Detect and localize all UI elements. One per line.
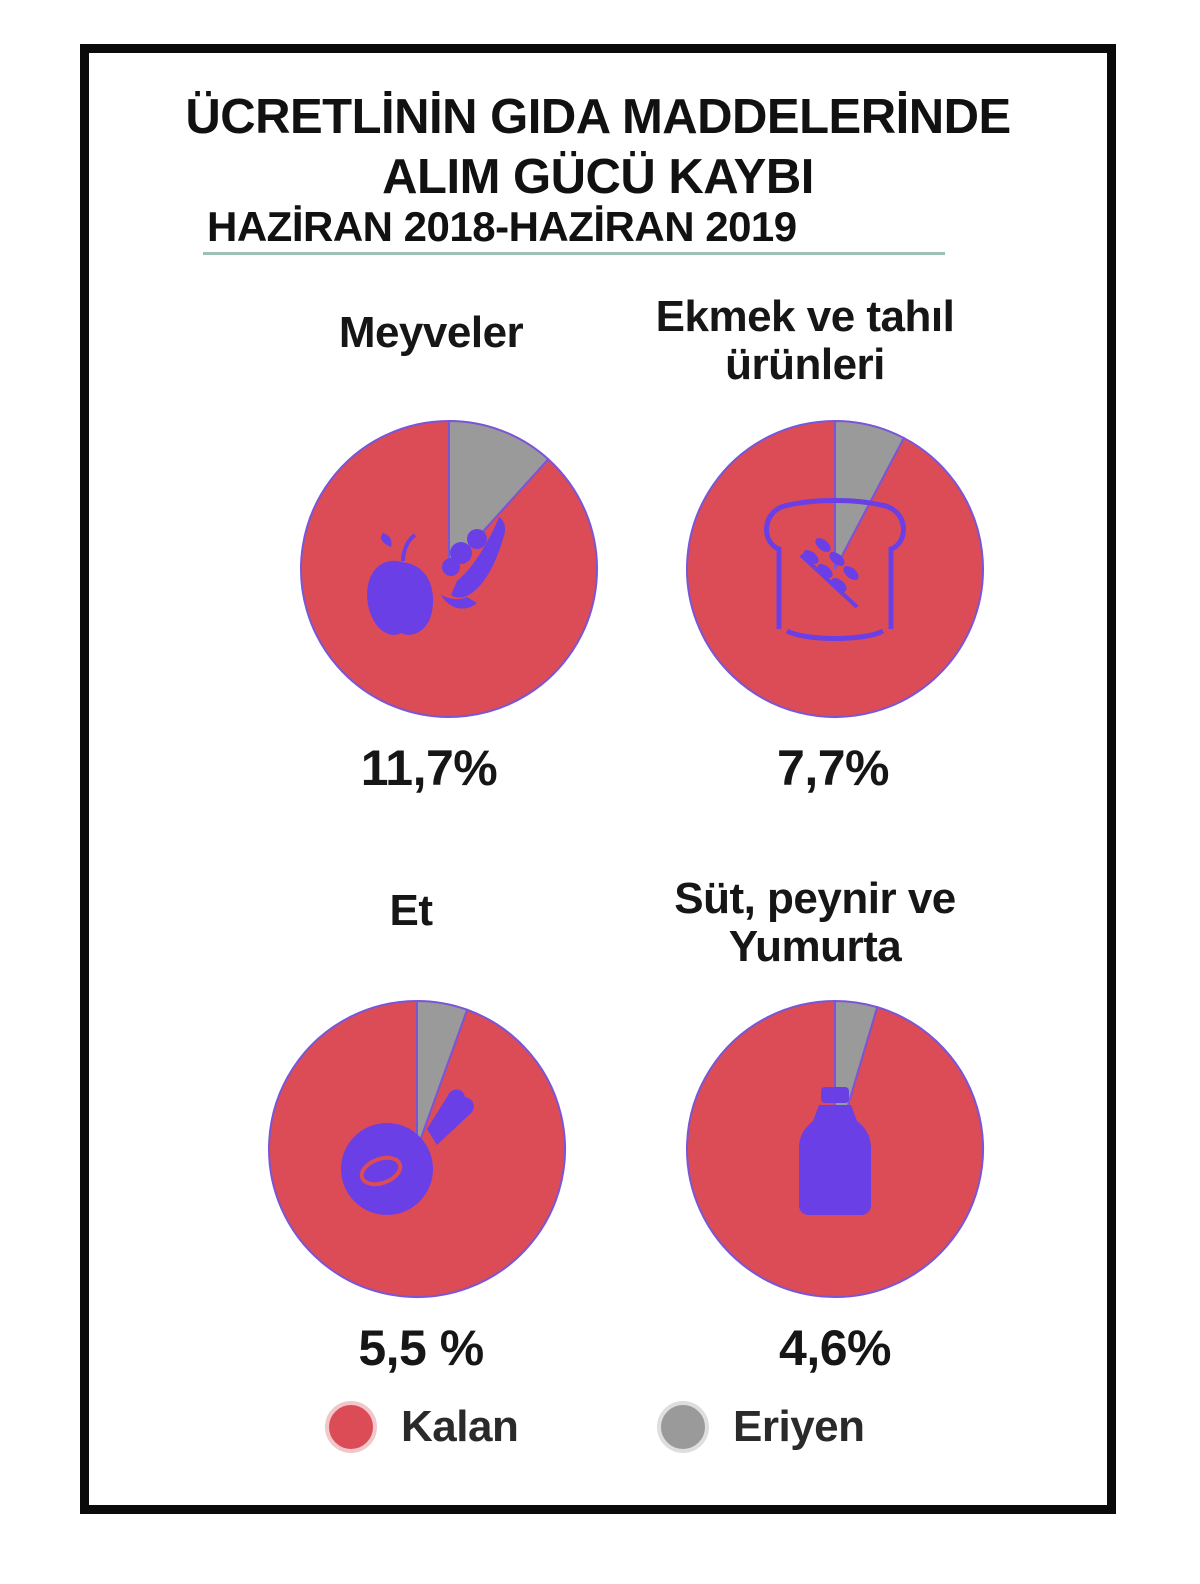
value-label-sut: 4,6% bbox=[779, 1320, 891, 1376]
legend-label-eriyen: Eriyen bbox=[733, 1402, 865, 1451]
title-underline bbox=[203, 252, 945, 255]
legend-label-kalan: Kalan bbox=[401, 1402, 519, 1451]
pie-chart-meyveler bbox=[300, 419, 598, 718]
title-line-2: ALIM GÜCÜ KAYBI bbox=[382, 150, 814, 204]
value-label-meyveler: 11,7% bbox=[360, 740, 498, 796]
legend-item-eriyen: Eriyen bbox=[657, 1401, 865, 1453]
chart-title-ekmek: Ekmek ve tahıl ürünleri bbox=[655, 292, 955, 389]
infographic-frame: ÜCRETLİNİN GIDA MADDELERİNDE ALIM GÜCÜ K… bbox=[80, 44, 1116, 1514]
title-block: ÜCRETLİNİN GIDA MADDELERİNDE ALIM GÜCÜ K… bbox=[89, 87, 1107, 207]
chart-title-sut: Süt, peynir ve Yumurta bbox=[674, 874, 956, 971]
pie-slice-eriyen bbox=[416, 999, 469, 1150]
pie-slice-eriyen bbox=[834, 419, 906, 570]
pie-chart-sut bbox=[685, 999, 984, 1298]
meat-leg-icon bbox=[341, 1089, 474, 1215]
legend-swatch-kalan bbox=[325, 1401, 377, 1453]
value-label-ekmek: 7,7% bbox=[777, 740, 889, 796]
pie-chart-et bbox=[267, 999, 566, 1298]
legend-swatch-eriyen bbox=[657, 1401, 709, 1453]
apple-banana-icon bbox=[367, 517, 506, 635]
bread-wheat-icon bbox=[764, 498, 906, 641]
chart-title-et: Et bbox=[389, 886, 434, 935]
title-period: HAZİRAN 2018-HAZİRAN 2019 bbox=[207, 203, 797, 250]
title-line-1: ÜCRETLİNİN GIDA MADDELERİNDE bbox=[185, 90, 1011, 144]
value-label-et: 5,5 % bbox=[358, 1320, 484, 1376]
milk-bottle-icon bbox=[799, 1087, 871, 1215]
chart-title-meyveler: Meyveler bbox=[338, 308, 524, 357]
pie-chart-ekmek bbox=[685, 419, 984, 718]
legend-item-kalan: Kalan bbox=[325, 1401, 519, 1453]
